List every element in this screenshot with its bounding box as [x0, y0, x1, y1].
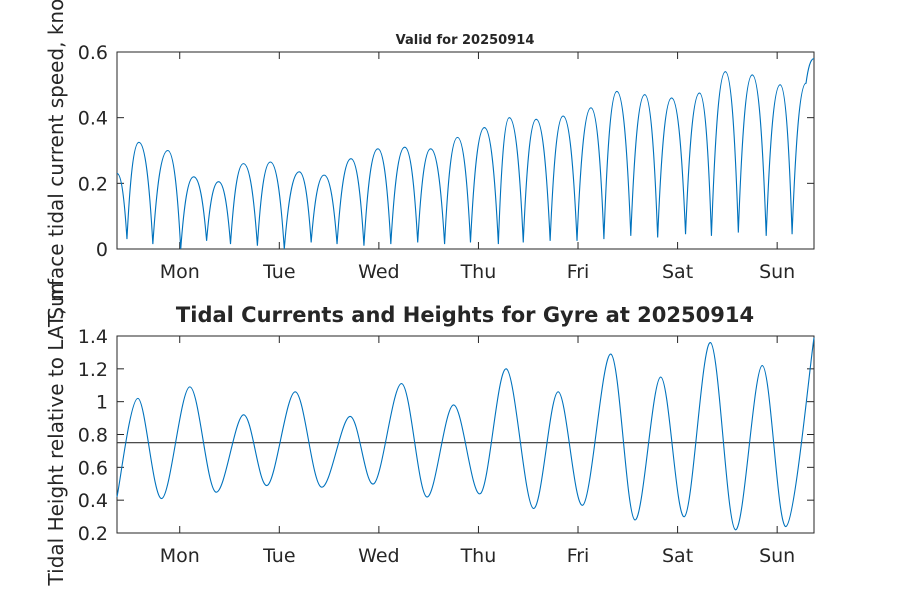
current-speed-xtick-label: Thu: [460, 261, 497, 283]
current-speed-xtick-label: Sun: [759, 261, 795, 283]
current-speed-ytick-label: 0.6: [78, 42, 108, 64]
current-speed-ytick-label: 0: [96, 239, 108, 261]
tidal-height-xtick-label: Mon: [160, 545, 200, 567]
tidal-height-axes-box: [116, 335, 815, 534]
current-speed-ylabel: Surface tidal current speed, knots: [44, 0, 68, 320]
tidal-height-series-line: [116, 337, 815, 531]
tidal-height-xtick-label: Thu: [460, 545, 497, 567]
current-speed-xtick-label: Sat: [662, 261, 693, 283]
tidal-height-ytick-label: 1.2: [78, 359, 108, 381]
current-speed-xtick-label: Fri: [567, 261, 590, 283]
current-speed-ytick-label: 0.2: [78, 173, 108, 195]
tidal-height-title: Tidal Currents and Heights for Gyre at 2…: [176, 303, 754, 327]
tidal-height-xtick-label: Sat: [662, 545, 693, 567]
tidal-height-xtick-label: Tue: [262, 545, 295, 567]
tidal-height-ytick-label: 1.4: [78, 326, 108, 348]
tidal-height-series: [116, 337, 815, 531]
current-speed-xtick-label: Wed: [358, 261, 399, 283]
current-speed-subplot: 0 0.2 0.4 0.6 Mon Tue Wed Thu Fri Sat Sun Valid fo…: [44, 0, 815, 320]
tidal-height-ytick-label: 0.8: [78, 425, 108, 447]
current-speed-ytick-label: 0.4: [78, 108, 108, 130]
tidal-height-ylabel: Tidal Height relative to LAT, m: [44, 283, 68, 587]
tidal-height-subplot: 0.2 0.4 0.6 0.8 1 1.2 1.4 Mon Tue Wed Thu Fri Sat Sun…: [44, 283, 815, 587]
current-speed-title: Valid for 20250914: [396, 33, 535, 48]
tidal-height-xtick-label: Sun: [759, 545, 795, 567]
tidal-height-ytick-label: 0.6: [78, 457, 108, 479]
current-speed-series: [116, 58, 815, 250]
tidal-height-ytick-label: 0.2: [78, 523, 108, 545]
current-speed-axes-box: [116, 51, 815, 250]
tidal-height-ytick-label: 0.4: [78, 490, 108, 512]
tidal-height-xtick-label: Fri: [567, 545, 590, 567]
current-speed-series-line: [116, 58, 815, 250]
tidal-height-ticks: 0.2 0.4 0.6 0.8 1 1.2 1.4 Mon Tue Wed Thu Fri Sat Sun: [78, 326, 814, 567]
current-speed-ticks: 0 0.2 0.4 0.6 Mon Tue Wed Thu Fri Sat Sun: [78, 42, 814, 283]
current-speed-xtick-label: Tue: [262, 261, 295, 283]
tidal-height-ytick-label: 1: [96, 392, 108, 414]
current-speed-xtick-label: Mon: [160, 261, 200, 283]
tidal-height-xtick-label: Wed: [358, 545, 399, 567]
